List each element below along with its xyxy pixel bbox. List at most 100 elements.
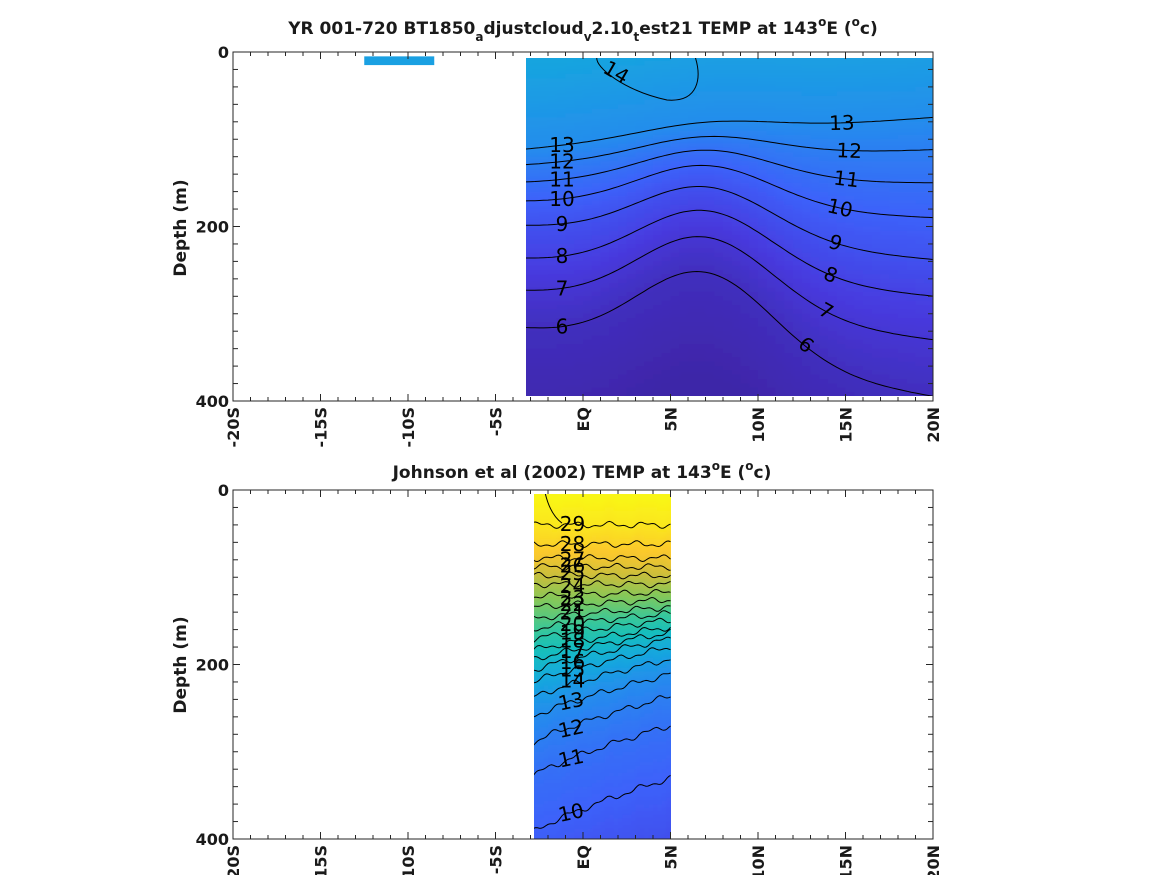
x-tick-label: -10S bbox=[399, 407, 418, 447]
panel-obs-title: Johnson et al (2002) TEMP at 143oE (oc) bbox=[392, 459, 772, 483]
contour-line bbox=[544, 494, 563, 524]
contour-label: 7 bbox=[556, 276, 569, 300]
contour-label: 14 bbox=[560, 669, 585, 693]
x-tick-label: -10S bbox=[399, 845, 418, 875]
contour-label: 6 bbox=[556, 315, 569, 339]
contour-label: 19 bbox=[560, 621, 585, 645]
contour-line bbox=[534, 605, 671, 621]
contour-label: 10 bbox=[549, 187, 574, 211]
contour-label: 10 bbox=[556, 798, 586, 827]
x-tick-label: 15N bbox=[837, 845, 856, 875]
contour-label: 12 bbox=[556, 714, 586, 743]
contour-line bbox=[534, 774, 671, 829]
x-tick-label: 5N bbox=[662, 407, 681, 432]
panel-model-ticks bbox=[232, 51, 934, 402]
panel-model-field bbox=[364, 56, 933, 396]
contour-label: 26 bbox=[560, 553, 585, 577]
contour-label: 12 bbox=[836, 138, 862, 163]
contour-line bbox=[534, 520, 671, 529]
contour-line bbox=[534, 597, 671, 609]
panel-model-tick-labels: -20S -15S -10S -5S EQ 5N 10N 15N 20N 0 200 400 bbox=[196, 43, 943, 447]
contour-line bbox=[534, 571, 671, 580]
contour-label: 11 bbox=[556, 744, 586, 773]
contour-label: 23 bbox=[560, 586, 585, 610]
panel-obs: Johnson et al (2002) TEMP at 143oE (oc) … bbox=[171, 459, 943, 875]
isolated-data-cell bbox=[364, 56, 435, 66]
x-tick-label: -15S bbox=[312, 845, 331, 875]
contour-label: 13 bbox=[549, 133, 574, 157]
y-tick-label: 200 bbox=[196, 218, 229, 237]
contour-label: 18 bbox=[560, 629, 585, 653]
contour-label: 25 bbox=[560, 561, 585, 585]
contour-label: 13 bbox=[829, 110, 855, 135]
contour-label: 29 bbox=[560, 512, 585, 536]
contour-line bbox=[526, 149, 933, 184]
contour-label: 13 bbox=[556, 687, 586, 716]
x-tick-label: 5N bbox=[662, 845, 681, 870]
contour-label: 16 bbox=[560, 650, 585, 674]
contour-line bbox=[534, 617, 671, 643]
contour-line bbox=[526, 116, 933, 150]
contour-label: 12 bbox=[549, 150, 574, 174]
contour-line bbox=[534, 628, 671, 661]
contour-label: 11 bbox=[549, 167, 574, 191]
contour-label: 27 bbox=[560, 547, 585, 571]
contour-line bbox=[526, 186, 933, 260]
contour-line bbox=[526, 270, 933, 396]
contour-line bbox=[596, 58, 699, 101]
contour-line bbox=[534, 647, 671, 684]
y-tick-label: 0 bbox=[218, 43, 229, 62]
contour-label: 11 bbox=[832, 166, 860, 193]
y-tick-label: 400 bbox=[196, 392, 229, 411]
contour-line bbox=[534, 636, 671, 672]
contour-line bbox=[534, 540, 671, 548]
contour-line bbox=[534, 626, 671, 650]
panel-obs-ylabel: Depth (m) bbox=[171, 616, 191, 713]
x-tick-label: -15S bbox=[312, 407, 331, 447]
contour-line bbox=[534, 695, 671, 746]
contour-line bbox=[534, 725, 671, 776]
y-tick-label: 200 bbox=[196, 656, 229, 675]
x-tick-label: EQ bbox=[574, 845, 593, 870]
contour-line bbox=[534, 588, 671, 599]
y-tick-label: 0 bbox=[218, 481, 229, 500]
x-tick-label: -20S bbox=[224, 845, 243, 875]
panel-model-ylabel: Depth (m) bbox=[171, 179, 191, 276]
panel-model: YR 001-720 BT1850adjustcloudv2.10test21 … bbox=[171, 15, 943, 447]
x-tick-label: 10N bbox=[749, 407, 768, 443]
x-tick-label: 20N bbox=[924, 407, 943, 443]
contour-label: 28 bbox=[560, 532, 585, 556]
panel-model-contours bbox=[526, 58, 933, 396]
contour-line bbox=[534, 580, 671, 589]
panel-obs-tick-labels: -20S -15S -10S -5S EQ 5N 10N 15N 20N 0 200 400 bbox=[196, 481, 943, 875]
contour-line bbox=[526, 164, 933, 219]
contour-label: 20 bbox=[560, 612, 585, 636]
x-tick-label: EQ bbox=[574, 407, 593, 432]
contour-label: 21 bbox=[560, 600, 585, 624]
contour-label: 15 bbox=[560, 658, 585, 682]
x-tick-label: 20N bbox=[924, 845, 943, 875]
contour-line bbox=[526, 209, 933, 297]
x-tick-label: 15N bbox=[837, 407, 856, 443]
contour-label: 10 bbox=[825, 193, 855, 222]
y-tick-label: 400 bbox=[196, 830, 229, 849]
contour-line bbox=[526, 236, 933, 341]
contour-line bbox=[526, 135, 933, 166]
contour-line bbox=[534, 659, 671, 697]
contour-label: 22 bbox=[560, 592, 585, 616]
contour-line bbox=[534, 672, 671, 718]
contour-label: 8 bbox=[556, 244, 569, 268]
panel-obs-contours bbox=[534, 494, 671, 829]
panel-obs-ticks bbox=[232, 489, 934, 840]
panel-model-title: YR 001-720 BT1850adjustcloudv2.10test21 … bbox=[287, 15, 878, 44]
contour-line bbox=[534, 562, 671, 571]
contour-label: 9 bbox=[556, 212, 569, 236]
contour-line bbox=[534, 554, 671, 563]
x-tick-label: -5S bbox=[487, 845, 506, 874]
contour-label: 17 bbox=[560, 639, 585, 663]
contour-label: 24 bbox=[560, 574, 585, 598]
x-tick-label: -5S bbox=[487, 407, 506, 436]
